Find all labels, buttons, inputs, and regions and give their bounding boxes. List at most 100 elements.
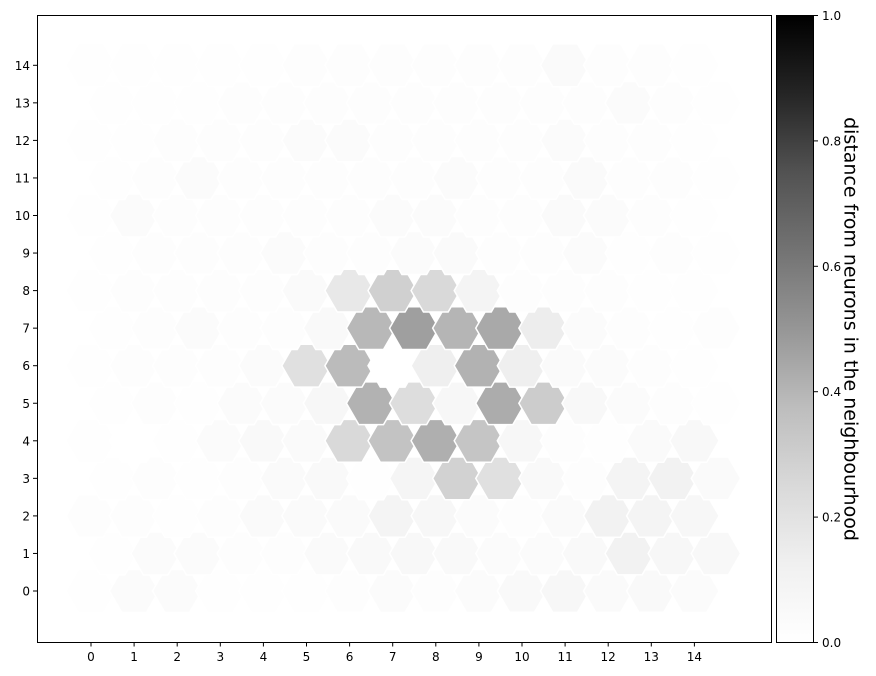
hex-cell [582, 568, 634, 614]
hex-cell [431, 306, 483, 351]
x-tick-label: 6 [346, 650, 354, 664]
hex-cell [668, 193, 720, 238]
x-tick-label: 2 [173, 650, 181, 664]
hex-cell [237, 268, 289, 313]
hex-cell [65, 118, 117, 163]
hex-cell [302, 230, 354, 276]
colorbar-tick-label: 0.2 [822, 511, 841, 525]
hex-cell [216, 155, 268, 201]
hex-cell [690, 456, 742, 501]
hex-cell [561, 80, 613, 125]
hex-cell [86, 80, 139, 125]
hex-cell [647, 155, 699, 201]
hex-cell [517, 456, 570, 501]
hex-cell [410, 268, 462, 313]
hex-cell [388, 155, 440, 201]
hex-cell [647, 456, 699, 501]
hex-cell [194, 43, 246, 88]
hex-cell [431, 230, 483, 276]
y-tick-label: 7 [22, 322, 30, 336]
hex-cell [86, 306, 139, 351]
hex-cell [668, 43, 720, 88]
hex-cell [345, 306, 397, 351]
hex-cell [539, 193, 591, 238]
y-tick-label: 5 [22, 397, 30, 411]
hex-cell [86, 456, 139, 501]
hex-cell [130, 456, 182, 501]
hex-cell [561, 306, 613, 351]
hex-cell [151, 118, 203, 163]
hex-cell [453, 343, 505, 388]
hex-cell [108, 268, 160, 313]
hex-cell [625, 268, 677, 313]
x-tick-label: 3 [216, 650, 224, 664]
colorbar [776, 15, 814, 643]
hex-cell [604, 456, 656, 501]
hex-cell [431, 155, 483, 201]
hex-cell [151, 343, 203, 388]
hex-cell [65, 493, 117, 539]
hex-cell [431, 456, 483, 501]
hex-cell [302, 80, 354, 125]
hex-cell [625, 118, 677, 163]
hex-cell [86, 155, 139, 201]
hex-cell [173, 381, 225, 426]
y-tick-label: 3 [22, 472, 30, 486]
hex-cell [431, 531, 483, 576]
hex-cell [194, 193, 246, 238]
hex-cell [647, 531, 699, 576]
hex-cell [625, 418, 677, 463]
hex-cell [561, 155, 613, 201]
hex-cell [453, 493, 505, 539]
hex-cell [690, 306, 742, 351]
hex-cell [367, 568, 419, 614]
hex-cell [259, 306, 311, 351]
hex-cell [324, 193, 376, 238]
hex-cell [86, 230, 139, 276]
hex-cell [474, 381, 527, 426]
hex-cell [86, 531, 139, 576]
x-tick-label: 11 [557, 650, 572, 664]
hex-cell [237, 193, 289, 238]
hex-cell [194, 493, 246, 539]
hex-cell [280, 568, 333, 614]
y-tick-label: 9 [22, 247, 30, 261]
hex-cell [539, 343, 591, 388]
hex-cell [302, 155, 354, 201]
hex-cell [367, 418, 419, 463]
hex-cell [668, 343, 720, 388]
hex-cell [108, 418, 160, 463]
hex-cell [517, 155, 570, 201]
hex-cell [690, 230, 742, 276]
hex-cell [259, 531, 311, 576]
hex-cell [582, 118, 634, 163]
y-tick-label: 12 [15, 134, 30, 148]
x-tick-label: 9 [475, 650, 483, 664]
y-tick-label: 11 [15, 171, 30, 185]
hex-cell [410, 418, 462, 463]
hex-cell [216, 306, 268, 351]
hex-cell [582, 343, 634, 388]
hex-cell [517, 306, 570, 351]
hex-cell [367, 193, 419, 238]
hex-cell [517, 230, 570, 276]
hex-cell [604, 230, 656, 276]
hex-cell [259, 155, 311, 201]
x-tick-label: 13 [644, 650, 659, 664]
hex-cell [410, 193, 462, 238]
hex-cell [237, 493, 289, 539]
hex-cell [324, 418, 376, 463]
hex-cell [604, 80, 656, 125]
x-tick-label: 12 [601, 650, 616, 664]
hex-cell [216, 80, 268, 125]
hex-cell [65, 268, 117, 313]
hex-cell [345, 531, 397, 576]
x-tick-label: 8 [432, 650, 440, 664]
hex-cell [367, 493, 419, 539]
hex-cell [561, 531, 613, 576]
hex-cell [130, 230, 182, 276]
hex-cell [367, 268, 419, 313]
hex-cell [65, 418, 117, 463]
hex-cell [130, 155, 182, 201]
